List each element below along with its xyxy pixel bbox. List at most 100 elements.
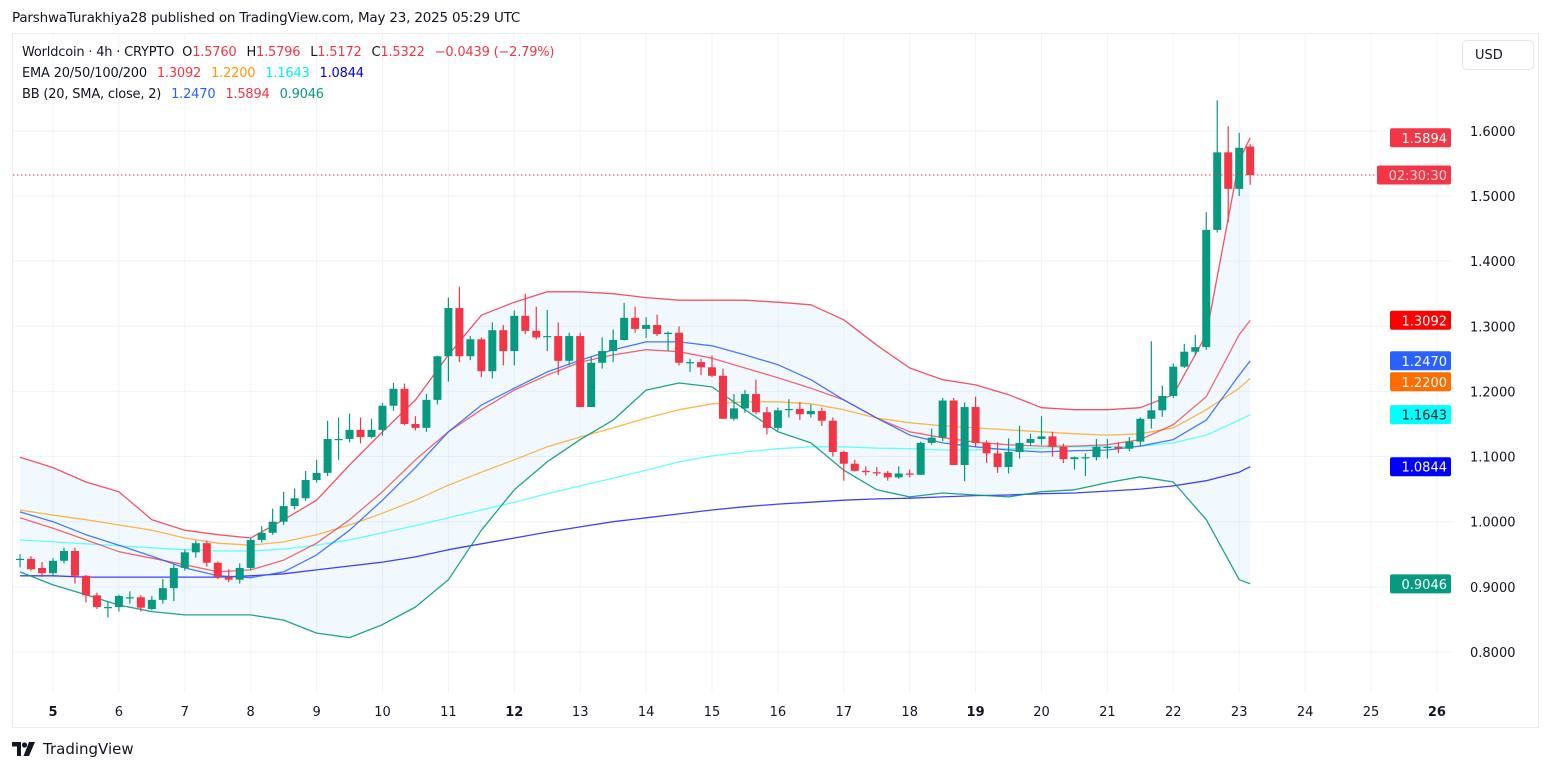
ema50-line bbox=[19, 377, 1251, 546]
candle bbox=[872, 466, 881, 477]
price-tick-label: 1.1000 bbox=[1470, 451, 1516, 466]
candle-body bbox=[1125, 441, 1134, 449]
candle bbox=[1048, 431, 1057, 457]
time-tick-label: 19 bbox=[967, 705, 985, 720]
price-tick-label: 0.8000 bbox=[1470, 646, 1516, 661]
candle-body bbox=[125, 597, 134, 599]
candle bbox=[642, 317, 651, 339]
candle-body bbox=[81, 575, 90, 596]
candle bbox=[455, 286, 464, 363]
candle-body bbox=[378, 405, 387, 430]
candle-body bbox=[169, 567, 178, 589]
candle bbox=[345, 413, 354, 443]
close-label: C bbox=[371, 45, 381, 60]
symbol-legend: Worldcoin · 4h · CRYPTO O1.5760 H1.5796 L… bbox=[22, 45, 560, 60]
candle bbox=[180, 549, 189, 571]
candle-body bbox=[16, 558, 25, 561]
high-label: H bbox=[246, 45, 257, 60]
candle bbox=[1114, 442, 1123, 454]
candle-body bbox=[1191, 347, 1200, 352]
candle-body bbox=[1037, 436, 1046, 439]
candle-body bbox=[729, 408, 738, 419]
low-label: L bbox=[310, 45, 318, 60]
candle-body bbox=[312, 472, 321, 481]
candle bbox=[1092, 438, 1101, 461]
candle-body bbox=[246, 539, 255, 568]
candle bbox=[729, 394, 738, 421]
candle bbox=[191, 540, 200, 558]
candle-body bbox=[510, 315, 519, 352]
candle bbox=[169, 564, 178, 602]
time-tick-label: 23 bbox=[1231, 705, 1248, 720]
candle bbox=[784, 399, 793, 418]
price-badges: 1.5894 1.3092 1.2470 1.2200 1.1643 1.0844 0.90… bbox=[1377, 128, 1451, 594]
currency-button[interactable]: USD bbox=[1462, 40, 1534, 70]
ema50-badge-bg bbox=[1390, 372, 1451, 392]
candle-body bbox=[224, 577, 233, 580]
candle bbox=[905, 469, 914, 478]
candle-body bbox=[686, 362, 695, 364]
chart-frame bbox=[12, 33, 1539, 728]
price-axis[interactable]: 1.6000 1.5000 1.4000 1.3000 1.2000 1.1000 1.00… bbox=[1470, 125, 1516, 661]
ema100-value: 1.1643 bbox=[265, 66, 310, 81]
time-axis[interactable]: 5 6 7 8 9 10 11 12 13 14 15 16 17 18 19 20 21 22 23 24 25 26 bbox=[48, 705, 1445, 720]
candle-body bbox=[279, 506, 288, 522]
countdown-badge-bg bbox=[1377, 165, 1451, 185]
candle-body bbox=[653, 324, 662, 335]
candle bbox=[554, 322, 563, 376]
candle bbox=[411, 416, 420, 431]
candle bbox=[773, 407, 782, 431]
time-tick-label: 25 bbox=[1363, 705, 1380, 720]
candle bbox=[587, 356, 596, 408]
candle bbox=[817, 407, 826, 426]
candle-body bbox=[202, 543, 211, 563]
candle bbox=[1224, 126, 1233, 223]
candle bbox=[488, 322, 497, 379]
candle bbox=[1004, 438, 1013, 474]
candle-body bbox=[1246, 146, 1255, 176]
candle bbox=[1180, 343, 1189, 368]
time-tick-label: 11 bbox=[440, 705, 457, 720]
candle-body bbox=[751, 394, 760, 413]
ema100-badge: 1.1643 bbox=[1390, 405, 1451, 425]
symbol-title[interactable]: Worldcoin · 4h · CRYPTO bbox=[22, 45, 175, 60]
time-tick-label: 13 bbox=[572, 705, 589, 720]
candle-body bbox=[499, 330, 508, 352]
candle bbox=[631, 306, 640, 333]
bb-title[interactable]: BB (20, SMA, close, 2) bbox=[22, 87, 162, 102]
time-tick-label: 16 bbox=[770, 705, 787, 720]
candle bbox=[114, 594, 123, 612]
ema-title[interactable]: EMA 20/50/100/200 bbox=[22, 66, 147, 81]
candle bbox=[213, 561, 222, 580]
candle bbox=[510, 310, 519, 366]
candle-body bbox=[554, 336, 563, 361]
candle-body bbox=[938, 400, 947, 438]
time-tick-label: 5 bbox=[48, 705, 57, 720]
candle-body bbox=[718, 375, 727, 419]
brand-name: TradingView bbox=[43, 740, 134, 758]
candle bbox=[828, 417, 837, 457]
price-tick-label: 0.9000 bbox=[1470, 581, 1516, 596]
ema100-badge-label: 1.1643 bbox=[1402, 409, 1448, 424]
time-tick-label: 10 bbox=[374, 705, 391, 720]
candle bbox=[279, 491, 288, 525]
candle bbox=[49, 558, 57, 576]
candle-body bbox=[1147, 410, 1156, 419]
candle bbox=[598, 337, 607, 369]
candle-body bbox=[136, 597, 145, 608]
time-tick-label: 22 bbox=[1165, 705, 1182, 720]
bb-lower-badge-bg bbox=[1390, 574, 1451, 594]
time-tick-label: 20 bbox=[1033, 705, 1050, 720]
candle-body bbox=[916, 442, 925, 475]
candle-body bbox=[993, 453, 1002, 467]
candle-body bbox=[92, 595, 101, 608]
candle bbox=[433, 355, 442, 405]
ema50-value: 1.2200 bbox=[211, 66, 256, 81]
candle bbox=[378, 403, 387, 436]
bb-upper-value: 1.5894 bbox=[225, 87, 270, 102]
candle bbox=[806, 404, 815, 418]
candle-body bbox=[477, 339, 486, 372]
tradingview-logo[interactable]: TradingView bbox=[12, 740, 134, 758]
candle-body bbox=[872, 472, 881, 474]
